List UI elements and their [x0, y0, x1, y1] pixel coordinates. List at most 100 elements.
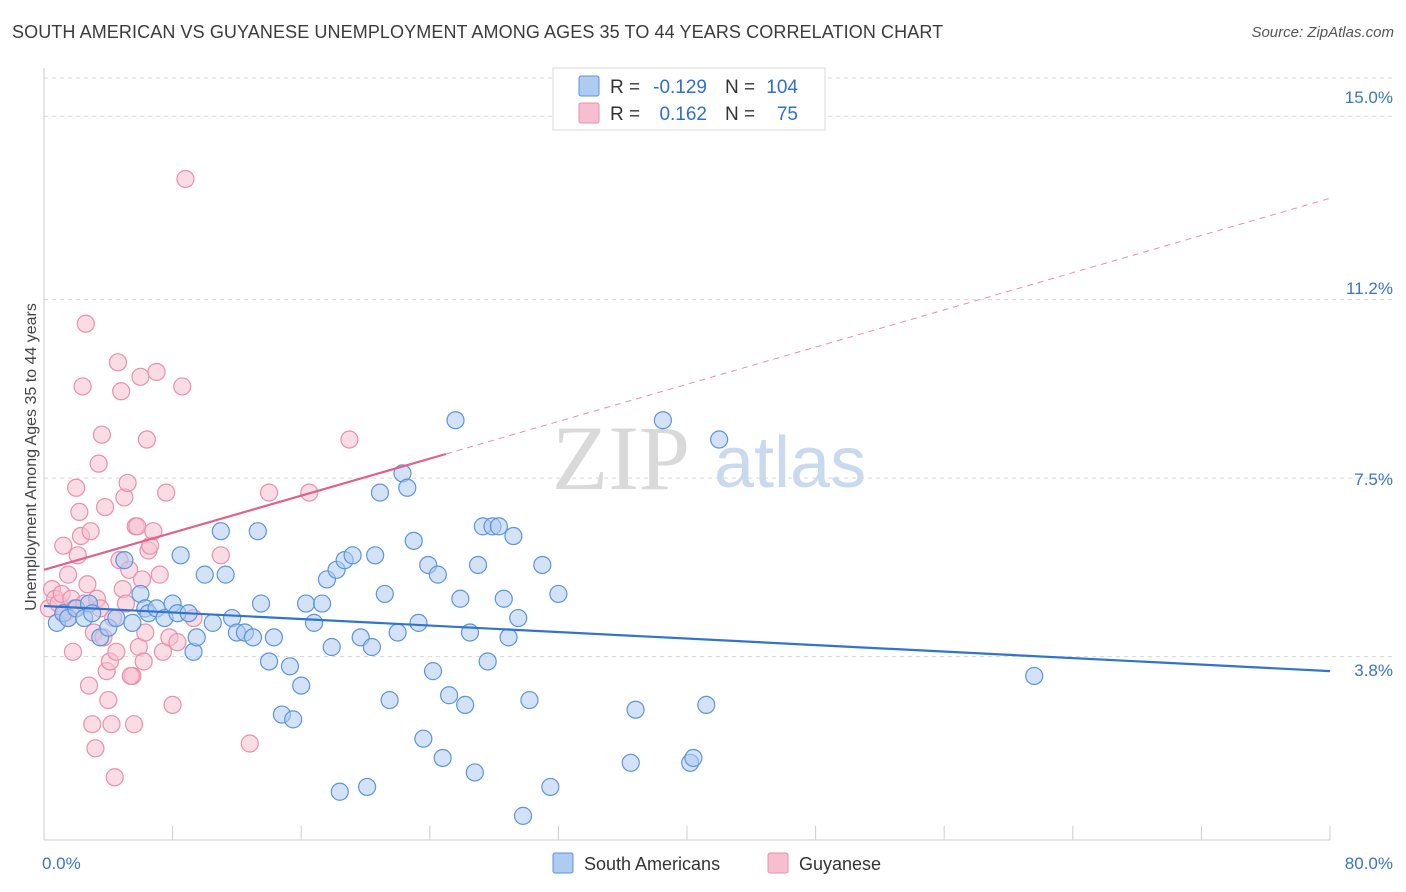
guyanese-point: [168, 633, 187, 652]
guyanese-point: [150, 565, 169, 584]
legend-r-value: 0.162: [659, 104, 707, 125]
legend-r-label: R =: [610, 104, 640, 125]
legend-n-label: N =: [725, 104, 755, 125]
guyanese-point: [92, 425, 111, 444]
south-americans-point: [171, 546, 190, 565]
guyanese-point: [112, 382, 131, 401]
guyanese-point: [128, 517, 147, 536]
south-americans-point: [380, 690, 399, 710]
south-americans-point: [414, 729, 433, 748]
south-americans-point: [541, 777, 560, 797]
south-americans-point: [284, 710, 303, 729]
south-americans-point: [1025, 666, 1044, 686]
guyanese-point: [76, 314, 95, 333]
south-americans-point: [621, 753, 640, 772]
south-americans-point: [211, 522, 230, 541]
south-americans-point: [330, 782, 349, 801]
guyanese-trend-line: [43, 452, 447, 571]
south-americans-point: [456, 695, 475, 715]
south-americans-point: [312, 594, 332, 613]
south-americans-point: [451, 589, 470, 608]
south-americans-point: [366, 546, 385, 565]
chart-title: SOUTH AMERICAN VS GUYANESE UNEMPLOYMENT …: [12, 22, 944, 42]
legend-r-label: R =: [610, 77, 640, 98]
guyanese-point: [121, 666, 140, 686]
south-americans-point: [504, 526, 523, 546]
guyanese-point: [137, 430, 156, 449]
guyanese-point: [107, 642, 126, 661]
south-americans-point: [243, 628, 263, 647]
south-americans-point: [216, 565, 235, 584]
guyanese-point: [99, 690, 118, 710]
guyanese-point: [163, 695, 182, 715]
south-americans-point: [115, 551, 134, 570]
south-americans-point: [710, 430, 729, 449]
south-americans-point: [468, 555, 488, 575]
south-americans-points: [47, 411, 1044, 825]
south-americans-point: [653, 411, 672, 430]
south-americans-point: [195, 565, 214, 584]
south-americans-point: [428, 565, 447, 584]
guyanese-point: [136, 623, 155, 642]
south-americans-point: [489, 517, 509, 536]
guyanese-point: [63, 642, 83, 661]
south-americans-point: [499, 628, 518, 647]
guyanese-point: [59, 565, 78, 584]
south-americans-point: [433, 748, 452, 768]
legend-swatch-pink: [578, 102, 600, 124]
legend: R = -0.129 N = 104 R = 0.162 N = 75: [552, 67, 826, 131]
x-tick-label-max: 80.0%: [1345, 854, 1393, 873]
south-americans-point: [248, 522, 267, 541]
south-americans-trend-line: [43, 604, 1331, 673]
legend-n-label: N =: [725, 77, 755, 98]
bottom-legend: South Americans Guyanese: [552, 852, 881, 874]
guyanese-point: [116, 594, 136, 613]
y-tick-label: 7.5%: [1354, 470, 1393, 489]
guyanese-point: [67, 478, 86, 497]
guyanese-point: [147, 362, 166, 382]
south-americans-point: [292, 676, 311, 695]
south-americans-point: [446, 411, 465, 430]
y-tick-label: 11.2%: [1346, 279, 1393, 298]
south-americans-point: [509, 608, 528, 628]
south-americans-point: [520, 690, 539, 710]
guyanese-point: [79, 676, 99, 695]
guyanese-point: [70, 502, 89, 521]
south-americans-point: [358, 777, 377, 797]
guyanese-point: [211, 546, 230, 565]
axes: [43, 68, 1331, 841]
legend-n-value: 75: [777, 104, 798, 125]
south-americans-point: [343, 546, 362, 565]
trend-lines: [43, 197, 1331, 673]
guyanese-point: [108, 353, 128, 372]
south-americans-point: [439, 686, 459, 705]
south-americans-point: [478, 652, 497, 671]
south-americans-point: [409, 613, 428, 632]
south-americans-point: [296, 594, 316, 613]
legend-r-value: -0.129: [653, 77, 707, 98]
south-americans-point: [362, 637, 382, 657]
y-tick-labels: 3.8% 7.5% 11.2% 15.0%: [1345, 88, 1393, 680]
south-americans-point: [404, 531, 423, 550]
source-label: Source: ZipAtlas.com: [1251, 24, 1394, 41]
guyanese-point: [118, 473, 137, 493]
guyanese-point: [81, 522, 100, 541]
guyanese-point: [173, 377, 192, 396]
guyanese-point: [78, 575, 97, 594]
guyanese-point: [95, 497, 115, 517]
south-americans-point: [513, 806, 533, 825]
south-americans-point: [264, 628, 283, 647]
south-americans-point: [549, 584, 568, 604]
guyanese-point: [176, 169, 195, 189]
guyanese-point: [124, 715, 144, 734]
south-americans-point: [187, 628, 206, 647]
south-americans-point: [375, 584, 394, 604]
y-axis-title: Unemployment Among Ages 35 to 44 years: [23, 303, 40, 611]
south-americans-point: [465, 763, 484, 782]
south-americans-point: [280, 657, 300, 676]
guyanese-point: [259, 483, 279, 502]
grid-lines: [44, 77, 1393, 658]
guyanese-point: [131, 367, 150, 386]
guyanese-point: [83, 715, 102, 734]
